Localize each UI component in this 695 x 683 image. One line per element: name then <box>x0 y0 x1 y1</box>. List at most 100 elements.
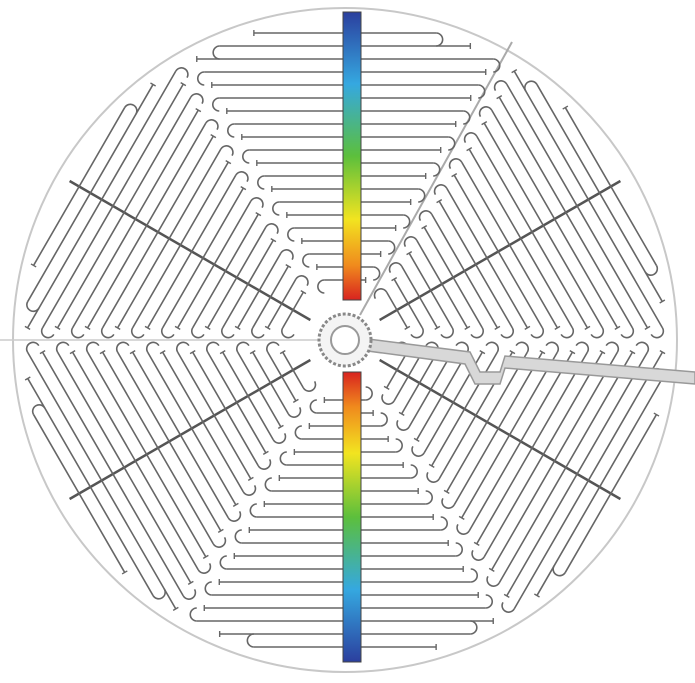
tube-bend <box>441 328 456 340</box>
tube-bend <box>477 104 492 116</box>
tube <box>253 266 289 328</box>
tube-bend <box>448 137 455 150</box>
tube-bend <box>462 130 477 142</box>
tube-bend <box>228 124 235 137</box>
tube <box>208 352 266 453</box>
tube-bend <box>447 156 462 168</box>
tube <box>88 123 206 328</box>
tube-bend <box>651 328 666 340</box>
tube <box>394 352 422 401</box>
tube-bend <box>153 589 168 601</box>
tube-bend <box>425 472 440 484</box>
tube-bend <box>303 381 318 393</box>
tube <box>507 84 648 328</box>
hub-inner <box>331 326 359 354</box>
tube-bend <box>576 340 591 352</box>
tube-bend <box>288 407 303 419</box>
tube <box>133 162 229 328</box>
tube <box>28 352 176 609</box>
tube-bend <box>205 582 212 595</box>
tube-bend <box>561 328 576 340</box>
tube-bend <box>191 91 206 103</box>
tube-bend <box>436 33 443 46</box>
tube <box>402 266 438 328</box>
tube <box>268 352 296 401</box>
tube <box>223 352 274 440</box>
tube-bend <box>228 511 243 523</box>
tube-bend <box>433 163 440 176</box>
tube-bend <box>234 340 249 352</box>
tube <box>163 352 244 492</box>
tube-bend <box>264 340 279 352</box>
tube-bend <box>159 328 174 340</box>
tube-bend <box>243 485 258 497</box>
tube-bend <box>249 328 264 340</box>
tube <box>565 108 656 266</box>
tube <box>447 188 528 328</box>
tube <box>477 136 588 328</box>
tube-bend <box>273 202 280 215</box>
tube-bend <box>125 102 140 114</box>
tube-bend <box>84 340 99 352</box>
tube <box>484 352 602 557</box>
tube <box>253 352 289 414</box>
tube <box>565 415 656 573</box>
tube-bend <box>265 478 272 491</box>
tube-bend <box>418 189 425 202</box>
tube-bend <box>54 340 69 352</box>
tube-bend <box>39 328 54 340</box>
tube-bend <box>281 247 296 259</box>
tube-bend <box>303 254 310 267</box>
tube <box>492 110 618 328</box>
tube-bend <box>213 537 228 549</box>
tube-bend <box>591 328 606 340</box>
tube-bend <box>500 602 515 614</box>
tube <box>439 201 512 328</box>
heater-diagram <box>0 0 695 683</box>
tube-bend <box>373 267 380 280</box>
tube-bend <box>129 328 144 340</box>
tube <box>394 279 422 328</box>
tube-bend <box>235 530 242 543</box>
tube <box>514 352 662 609</box>
tube-bend <box>247 634 254 647</box>
tube-bend <box>206 117 221 129</box>
tube-bend <box>501 328 516 340</box>
tube <box>268 279 296 328</box>
tube-bend <box>24 340 39 352</box>
tube-bend <box>258 459 273 471</box>
tube-bend <box>219 328 234 340</box>
tube-bend <box>531 328 546 340</box>
tube-bend <box>220 556 227 569</box>
tube <box>469 149 572 328</box>
tube-bend <box>636 340 651 352</box>
tube <box>133 352 229 518</box>
tube-bend <box>114 340 129 352</box>
tube-bend <box>516 340 531 352</box>
tube-bend <box>470 550 485 562</box>
tube-bend <box>441 517 448 530</box>
tube-bend <box>486 340 501 352</box>
tube <box>34 108 125 266</box>
tube-bend <box>251 195 266 207</box>
tube-bend <box>606 340 621 352</box>
tube <box>73 352 199 570</box>
tube-bend <box>395 420 410 432</box>
tube <box>223 240 274 328</box>
color-bar-bottom <box>343 372 361 662</box>
tube <box>402 352 438 414</box>
tube-bend <box>176 65 191 77</box>
tube <box>193 352 259 466</box>
tube <box>462 162 558 328</box>
tube <box>432 352 498 466</box>
tube <box>178 352 251 479</box>
tube <box>193 214 259 328</box>
tube-bend <box>426 491 433 504</box>
tube-bend <box>551 566 566 578</box>
tube-bend <box>366 387 372 400</box>
tube-bend <box>381 413 388 426</box>
tube-bend <box>410 446 425 458</box>
tube <box>118 149 221 328</box>
tube-bend <box>236 169 251 181</box>
tube <box>88 352 206 557</box>
